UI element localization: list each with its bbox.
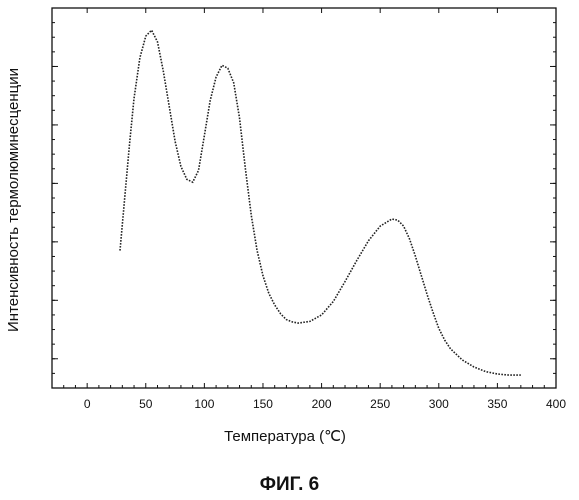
x-tick-label: 50 [139, 397, 153, 411]
x-axis-ticks [64, 8, 556, 388]
y-axis-ticks [52, 23, 556, 374]
figure-caption: ФИГ. 6 [0, 474, 579, 496]
series-line-intensity [120, 30, 521, 375]
x-axis-tick-labels: 0 50 100 150 200 250 300 350 400 [84, 397, 567, 411]
x-tick-label: 400 [546, 397, 566, 411]
x-axis-title: Температура (℃) [224, 428, 346, 445]
x-tick-label: 0 [84, 397, 91, 411]
y-axis-title: Интенсивность термолюминесценции [5, 68, 22, 332]
x-tick-label: 250 [370, 397, 390, 411]
x-tick-label: 350 [487, 397, 507, 411]
x-tick-label: 200 [312, 397, 332, 411]
x-tick-label: 300 [429, 397, 449, 411]
x-tick-label: 100 [194, 397, 214, 411]
x-tick-label: 150 [253, 397, 273, 411]
plot-frame [52, 8, 556, 388]
tl-glow-curve-chart: 0 50 100 150 200 250 300 350 400 Температура (℃)… [0, 0, 579, 470]
